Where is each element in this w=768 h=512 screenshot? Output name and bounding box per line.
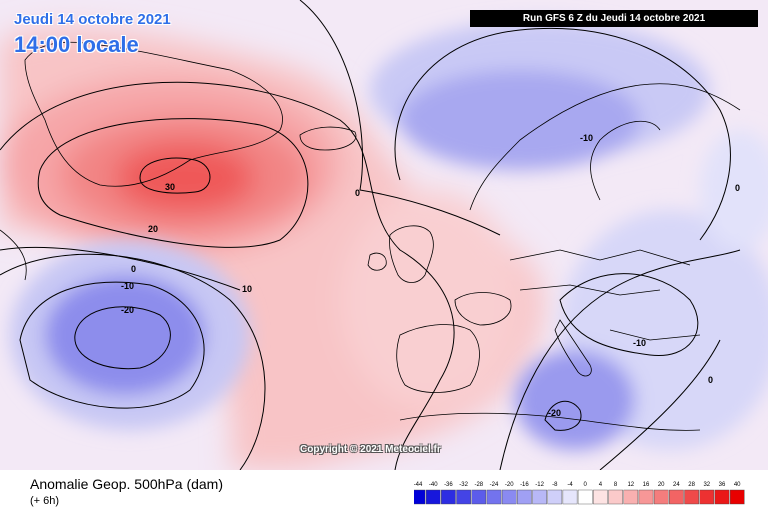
- legend-tick-label: 32: [703, 482, 710, 488]
- contour-label: 0: [708, 375, 713, 385]
- legend-tick-label: -16: [520, 482, 529, 488]
- britain-coast: [389, 225, 434, 283]
- legend-tick-label: 8: [614, 482, 618, 488]
- legend-swatch: [577, 489, 593, 505]
- country-borders: [509, 249, 701, 341]
- legend-tick-label: -40: [429, 482, 438, 488]
- legend-swatch: [486, 489, 502, 505]
- contour-labels: 30 20 10 0 0 -10 -20 -10 -10 -20 0 0: [121, 133, 740, 418]
- legend-tick-label: -8: [552, 482, 558, 488]
- legend-tick-label: -24: [490, 482, 499, 488]
- contour-label: 30: [165, 182, 175, 192]
- legend-tick-label: -20: [505, 482, 514, 488]
- legend-swatch: [425, 489, 441, 505]
- legend-swatch: [714, 489, 730, 505]
- contour-0-west: [0, 253, 266, 470]
- greenland-coast: [24, 41, 283, 187]
- positive-anomaly-shading: [0, 27, 544, 470]
- legend-tick-label: -36: [444, 482, 453, 488]
- italy-coast: [554, 319, 592, 377]
- contour-minus10-north: [394, 28, 731, 241]
- legend-tick-label: -32: [459, 482, 468, 488]
- scandinavia-coast: [469, 83, 741, 211]
- coastlines: [0, 41, 741, 431]
- legend-tick-label: -28: [474, 482, 483, 488]
- legend-tick-label: 4: [599, 482, 603, 488]
- france-coast: [454, 292, 512, 326]
- legend-tick-label: 16: [643, 482, 650, 488]
- contour-minus10-west: [19, 281, 205, 409]
- iceland-coast: [299, 126, 357, 151]
- legend-swatch: [653, 489, 669, 505]
- legend-tick-label: 24: [673, 482, 680, 488]
- legend-swatch: [638, 489, 654, 505]
- contour-label: 20: [148, 224, 158, 234]
- legend-swatch: [669, 489, 684, 505]
- negative-anomaly-shading: [10, 20, 768, 450]
- contour-label: -10: [121, 281, 134, 291]
- contour-minus20-west: [74, 306, 171, 370]
- contour-20: [37, 118, 309, 248]
- contour-label: 0: [735, 183, 740, 193]
- legend-swatch: [608, 489, 623, 505]
- legend-tick-label: 36: [719, 482, 726, 488]
- legend-swatch: [517, 489, 532, 505]
- color-scale-legend: -44 -40 -36 -32 -28 -24 -20 -16 -12 -8 -4 0 4 8 12 16 20…: [414, 482, 745, 505]
- legend-swatch: [593, 489, 608, 505]
- model-run-banner: Run GFS 6 Z du Jeudi 14 octobre 2021: [470, 10, 758, 27]
- legend-swatch: [501, 489, 517, 505]
- legend-swatch: [547, 489, 563, 505]
- forecast-time: 14:00 locale: [14, 32, 139, 57]
- geopotential-contours: [0, 0, 741, 470]
- contour-label: -10: [580, 133, 593, 143]
- legend-tick-label: 20: [658, 482, 665, 488]
- contour-minus10-east: [559, 273, 699, 357]
- legend-swatch: [623, 489, 639, 505]
- north-africa-coast: [399, 412, 701, 431]
- legend-swatch: [532, 489, 547, 505]
- legend-swatch: [729, 489, 745, 505]
- legend-swatch: [471, 489, 487, 505]
- legend-tick-label: -12: [535, 482, 544, 488]
- anomaly-map: 30 20 10 0 0 -10 -20 -10 -10 -20 0 0: [0, 0, 768, 470]
- forecast-date: Jeudi 14 octobre 2021: [14, 11, 171, 28]
- forecast-lead-time: (+ 6h): [30, 495, 60, 507]
- legend-swatch: [562, 489, 578, 505]
- legend-swatch: [414, 489, 426, 505]
- canada-coast: [0, 229, 27, 281]
- legend-tick-label: 0: [584, 482, 588, 488]
- contour-0-north: [299, 0, 501, 236]
- legend-swatches: [414, 489, 745, 505]
- map-variable-title: Anomalie Geop. 500hPa (dam): [30, 476, 223, 492]
- contour-minus20-east: [544, 400, 582, 431]
- legend-tick-label: 28: [688, 482, 695, 488]
- contour-30: [139, 157, 211, 194]
- legend-tick-label: -44: [414, 482, 423, 488]
- legend-tick-label: 12: [627, 482, 634, 488]
- contour-label: 10: [242, 284, 252, 294]
- contour-0-east: [499, 249, 741, 470]
- ireland-coast: [367, 252, 387, 271]
- contour-label: 0: [355, 188, 360, 198]
- legend-swatch: [699, 489, 715, 505]
- contour-label: -20: [121, 305, 134, 315]
- iberia-coast: [396, 324, 480, 393]
- legend-swatch: [456, 489, 471, 505]
- legend-tick-label: -4: [567, 482, 573, 488]
- legend-tick-labels: -44 -40 -36 -32 -28 -24 -20 -16 -12 -8 -4 0 4 8 12 16 20…: [414, 482, 741, 488]
- copyright-notice: Copyright © 2021 Meteociel.fr: [300, 444, 441, 455]
- contour-10: [0, 81, 455, 470]
- contour-label: -10: [633, 338, 646, 348]
- legend-swatch: [684, 489, 699, 505]
- legend-tick-label: 40: [734, 482, 741, 488]
- legend-swatch: [441, 489, 456, 505]
- contour-0-southeast: [599, 339, 721, 470]
- contour-label: -20: [548, 408, 561, 418]
- contour-label: 0: [131, 264, 136, 274]
